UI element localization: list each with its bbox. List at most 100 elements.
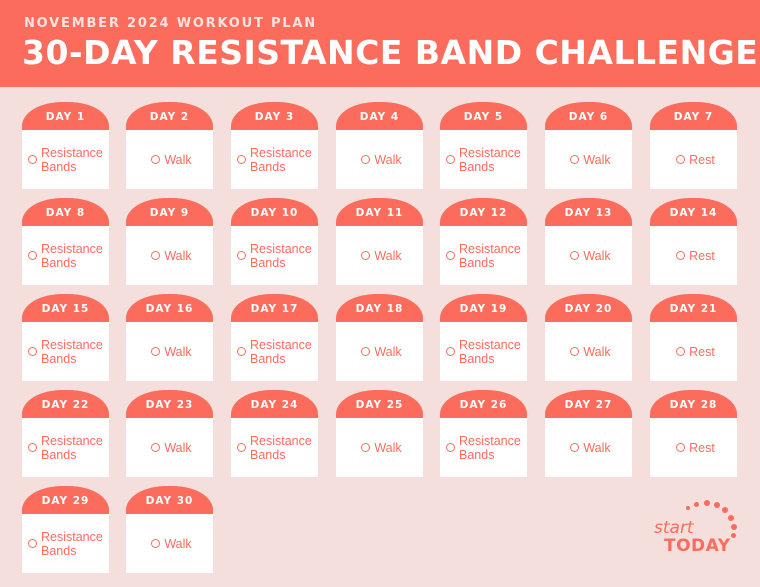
activity-label: Walk bbox=[164, 440, 192, 455]
activity-label: Walk bbox=[164, 248, 192, 263]
activity-label: Resistance Bands bbox=[41, 145, 103, 174]
activity-label: Walk bbox=[374, 344, 402, 359]
checkbox-circle-icon[interactable] bbox=[237, 347, 246, 356]
day-label: DAY 8 bbox=[22, 198, 109, 228]
activity-label: Rest bbox=[689, 248, 715, 263]
day-activity-box: Resistance Bands bbox=[231, 130, 318, 189]
activity-item: Rest bbox=[656, 322, 735, 381]
checkbox-circle-icon[interactable] bbox=[361, 251, 371, 260]
logo-dot bbox=[722, 507, 728, 513]
activity-item: Walk bbox=[132, 322, 211, 381]
day-activity-box: Resistance Bands bbox=[231, 322, 318, 381]
activity-item: Resistance Bands bbox=[28, 514, 107, 573]
activity-label: Resistance Bands bbox=[250, 433, 312, 462]
day-card: DAY 29 Resistance Bands bbox=[22, 486, 109, 573]
day-label: DAY 10 bbox=[231, 198, 318, 228]
day-activity-box: Walk bbox=[126, 130, 213, 189]
checkbox-circle-icon[interactable] bbox=[446, 251, 455, 260]
checkbox-circle-icon[interactable] bbox=[151, 539, 161, 548]
checkbox-circle-icon[interactable] bbox=[28, 251, 37, 260]
activity-label: Rest bbox=[689, 344, 715, 359]
logo-dot bbox=[704, 500, 710, 506]
logo-start-text: start bbox=[654, 518, 694, 538]
day-card: DAY 8 Resistance Bands bbox=[22, 198, 109, 285]
day-card: DAY 9 Walk bbox=[126, 198, 213, 285]
day-activity-box: Walk bbox=[545, 226, 632, 285]
day-activity-box: Resistance Bands bbox=[440, 322, 527, 381]
activity-item: Walk bbox=[551, 322, 630, 381]
day-activity-box: Walk bbox=[126, 322, 213, 381]
start-today-logo: start TODAY bbox=[650, 500, 750, 560]
day-activity-box: Walk bbox=[545, 130, 632, 189]
checkbox-circle-icon[interactable] bbox=[570, 443, 580, 452]
day-card: DAY 18 Walk bbox=[336, 294, 423, 381]
checkbox-circle-icon[interactable] bbox=[676, 251, 686, 260]
day-card: DAY 30 Walk bbox=[126, 486, 213, 573]
plan-subtitle: NOVEMBER 2024 WORKOUT PLAN bbox=[24, 16, 317, 31]
day-label: DAY 26 bbox=[440, 390, 527, 420]
activity-label: Rest bbox=[689, 152, 715, 167]
checkbox-circle-icon[interactable] bbox=[676, 155, 686, 164]
logo-dot bbox=[731, 533, 736, 538]
activity-item: Walk bbox=[132, 226, 211, 285]
day-label: DAY 6 bbox=[545, 102, 632, 132]
activity-label: Resistance Bands bbox=[459, 145, 521, 174]
day-activity-box: Walk bbox=[336, 226, 423, 285]
day-activity-box: Resistance Bands bbox=[440, 418, 527, 477]
day-activity-box: Resistance Bands bbox=[440, 226, 527, 285]
page-title: 30-DAY RESISTANCE BAND CHALLENGE bbox=[22, 33, 759, 72]
activity-item: Resistance Bands bbox=[237, 130, 316, 189]
checkbox-circle-icon[interactable] bbox=[237, 443, 246, 452]
day-label: DAY 13 bbox=[545, 198, 632, 228]
day-label: DAY 19 bbox=[440, 294, 527, 324]
checkbox-circle-icon[interactable] bbox=[151, 155, 161, 164]
checkbox-circle-icon[interactable] bbox=[570, 155, 580, 164]
activity-label: Resistance Bands bbox=[459, 241, 521, 270]
day-card: DAY 3 Resistance Bands bbox=[231, 102, 318, 189]
checkbox-circle-icon[interactable] bbox=[361, 443, 371, 452]
checkbox-circle-icon[interactable] bbox=[28, 347, 37, 356]
day-activity-box: Rest bbox=[650, 226, 737, 285]
day-label: DAY 2 bbox=[126, 102, 213, 132]
header-banner: NOVEMBER 2024 WORKOUT PLAN 30-DAY RESIST… bbox=[0, 0, 760, 87]
day-card: DAY 19 Resistance Bands bbox=[440, 294, 527, 381]
day-card: DAY 27 Walk bbox=[545, 390, 632, 477]
checkbox-circle-icon[interactable] bbox=[151, 443, 161, 452]
activity-item: Walk bbox=[132, 514, 211, 573]
checkbox-circle-icon[interactable] bbox=[361, 155, 371, 164]
checkbox-circle-icon[interactable] bbox=[237, 155, 246, 164]
activity-label: Resistance Bands bbox=[41, 529, 103, 558]
checkbox-circle-icon[interactable] bbox=[676, 443, 686, 452]
checkbox-circle-icon[interactable] bbox=[28, 155, 37, 164]
checkbox-circle-icon[interactable] bbox=[237, 251, 246, 260]
checkbox-circle-icon[interactable] bbox=[28, 539, 37, 548]
activity-item: Resistance Bands bbox=[28, 322, 107, 381]
checkbox-circle-icon[interactable] bbox=[570, 251, 580, 260]
activity-label: Walk bbox=[164, 536, 192, 551]
checkbox-circle-icon[interactable] bbox=[676, 347, 686, 356]
day-label: DAY 3 bbox=[231, 102, 318, 132]
activity-item: Resistance Bands bbox=[28, 226, 107, 285]
checkbox-circle-icon[interactable] bbox=[151, 251, 161, 260]
checkbox-circle-icon[interactable] bbox=[446, 155, 455, 164]
logo-today-text: TODAY bbox=[664, 536, 731, 556]
day-card: DAY 22 Resistance Bands bbox=[22, 390, 109, 477]
day-card: DAY 12 Resistance Bands bbox=[440, 198, 527, 285]
checkbox-circle-icon[interactable] bbox=[151, 347, 161, 356]
day-activity-box: Walk bbox=[545, 418, 632, 477]
logo-dot bbox=[686, 506, 690, 510]
activity-item: Resistance Bands bbox=[446, 418, 525, 477]
day-card: DAY 24 Resistance Bands bbox=[231, 390, 318, 477]
checkbox-circle-icon[interactable] bbox=[446, 347, 455, 356]
activity-label: Resistance Bands bbox=[250, 145, 312, 174]
day-label: DAY 27 bbox=[545, 390, 632, 420]
checkbox-circle-icon[interactable] bbox=[570, 347, 580, 356]
logo-dot bbox=[731, 524, 737, 530]
checkbox-circle-icon[interactable] bbox=[446, 443, 455, 452]
checkbox-circle-icon[interactable] bbox=[28, 443, 37, 452]
day-card: DAY 7 Rest bbox=[650, 102, 737, 189]
day-label: DAY 15 bbox=[22, 294, 109, 324]
checkbox-circle-icon[interactable] bbox=[361, 347, 371, 356]
activity-item: Walk bbox=[342, 322, 421, 381]
